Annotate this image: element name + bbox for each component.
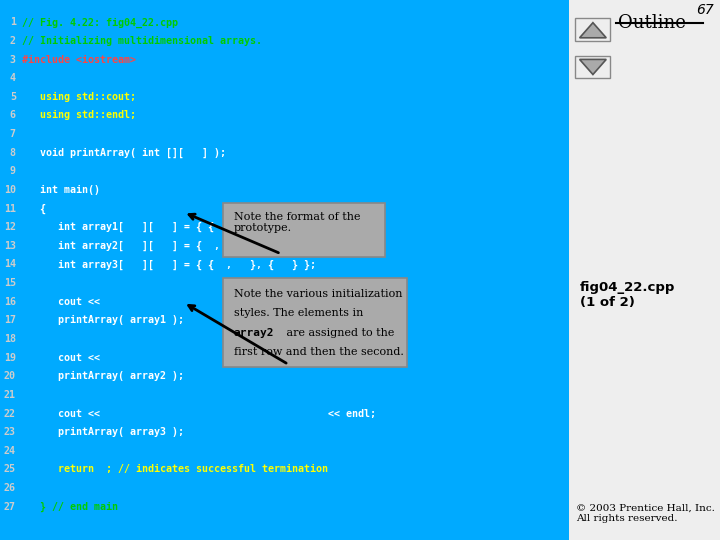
Text: int main(): int main()	[22, 185, 99, 195]
Text: first row and then the second.: first row and then the second.	[234, 347, 404, 357]
Text: 16: 16	[4, 297, 16, 307]
Text: 22: 22	[4, 409, 16, 419]
Text: 21: 21	[4, 390, 16, 400]
Text: // Initializing multidimensional arrays.: // Initializing multidimensional arrays.	[22, 36, 261, 46]
Text: 67: 67	[696, 3, 714, 17]
Text: 1: 1	[10, 17, 16, 28]
Text: 5: 5	[10, 92, 16, 102]
Text: Note the various initialization: Note the various initialization	[234, 289, 402, 299]
Text: styles. The elements in: styles. The elements in	[234, 308, 364, 319]
Text: 24: 24	[4, 446, 16, 456]
Text: int array2[   ][   ] = {  ,  ,  ,  ,   };: int array2[ ][ ] = { , , , , };	[22, 241, 304, 251]
Text: 13: 13	[4, 241, 16, 251]
Text: 18: 18	[4, 334, 16, 344]
Text: 7: 7	[10, 129, 16, 139]
Text: using std::cout;: using std::cout;	[22, 92, 135, 102]
Polygon shape	[580, 23, 606, 38]
Text: 9: 9	[10, 166, 16, 177]
Text: 27: 27	[4, 502, 16, 512]
FancyBboxPatch shape	[0, 0, 569, 540]
Text: 2: 2	[10, 36, 16, 46]
Text: {: {	[22, 204, 45, 214]
Text: return  ; // indicates successful termination: return ; // indicates successful termina…	[22, 464, 328, 475]
FancyBboxPatch shape	[223, 202, 385, 256]
Text: cout <<                                      << endl;: cout << << endl;	[22, 297, 376, 307]
Text: 26: 26	[4, 483, 16, 493]
Text: 25: 25	[4, 464, 16, 475]
Text: 8: 8	[10, 148, 16, 158]
Text: cout <<                                      << endl;: cout << << endl;	[22, 409, 376, 419]
Text: 23: 23	[4, 427, 16, 437]
Text: #include <iostream>: #include <iostream>	[22, 55, 135, 65]
Text: 15: 15	[4, 278, 16, 288]
Text: 17: 17	[4, 315, 16, 326]
Text: 14: 14	[4, 260, 16, 269]
Text: Note the format of the
prototype.: Note the format of the prototype.	[234, 212, 361, 233]
Text: array2: array2	[234, 328, 274, 338]
Text: } // end main: } // end main	[22, 502, 117, 512]
Text: 19: 19	[4, 353, 16, 363]
Text: 4: 4	[10, 73, 16, 83]
Text: cout <<                                      << endl;: cout << << endl;	[22, 353, 376, 363]
Text: using std::endl;: using std::endl;	[22, 111, 135, 120]
Text: printArray( array2 );: printArray( array2 );	[22, 372, 184, 381]
Text: // Fig. 4.22: fig04_22.cpp: // Fig. 4.22: fig04_22.cpp	[22, 17, 178, 28]
FancyBboxPatch shape	[223, 278, 407, 367]
Text: 20: 20	[4, 372, 16, 381]
Text: int array1[   ][   ] = { {  ,  ,   }, {  ,  ,   } };: int array1[ ][ ] = { { , , }, { , , } };	[22, 222, 369, 232]
Text: Outline: Outline	[618, 14, 685, 31]
Text: 3: 3	[10, 55, 16, 65]
Text: are assigned to the: are assigned to the	[283, 328, 395, 338]
Text: int array3[   ][   ] = { {  ,   }, {   } };: int array3[ ][ ] = { { , }, { } };	[22, 260, 315, 269]
Text: printArray( array1 );: printArray( array1 );	[22, 315, 184, 326]
Text: © 2003 Prentice Hall, Inc.
All rights reserved.: © 2003 Prentice Hall, Inc. All rights re…	[576, 503, 715, 523]
Polygon shape	[580, 59, 606, 75]
Text: 10: 10	[4, 185, 16, 195]
Text: 12: 12	[4, 222, 16, 232]
Text: 6: 6	[10, 111, 16, 120]
Text: 11: 11	[4, 204, 16, 214]
Text: fig04_22.cpp
(1 of 2): fig04_22.cpp (1 of 2)	[580, 281, 675, 309]
Text: printArray( array3 );: printArray( array3 );	[22, 427, 184, 437]
Text: void printArray( int [][   ] );: void printArray( int [][ ] );	[22, 148, 225, 158]
